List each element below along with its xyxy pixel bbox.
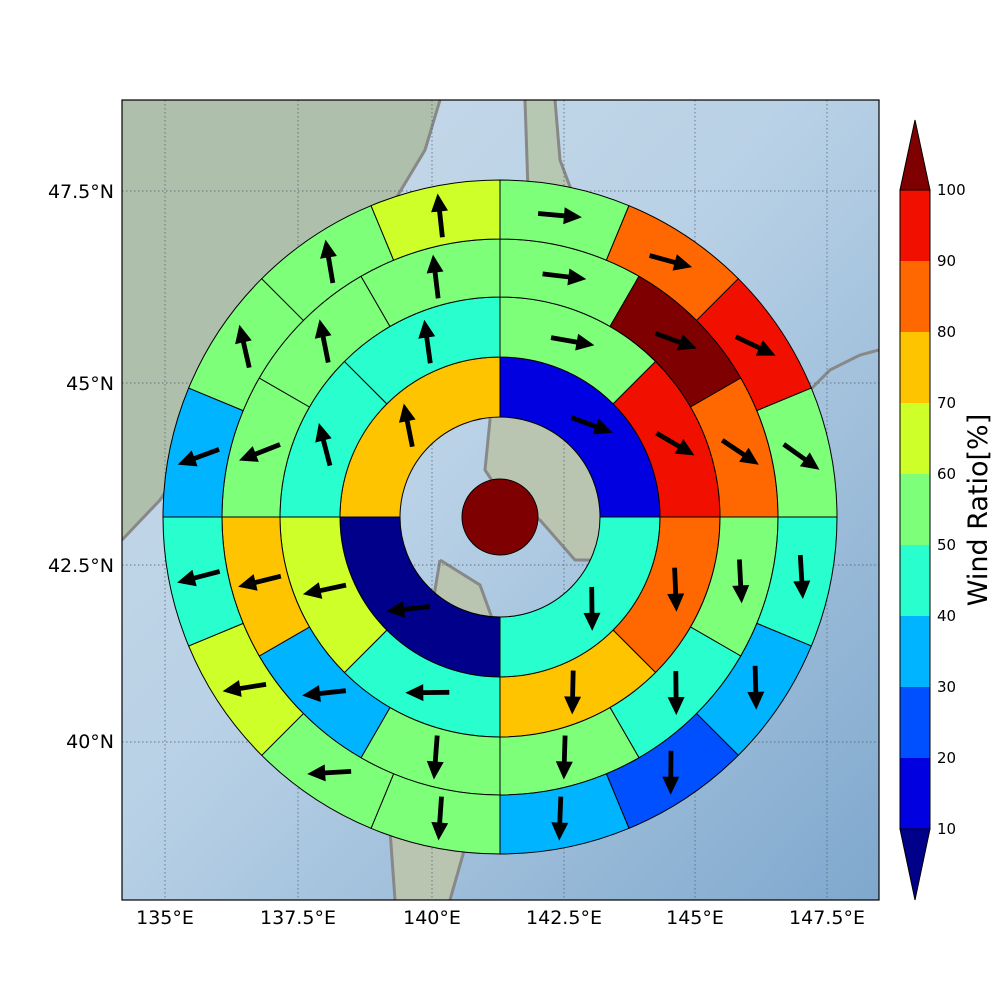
wind-arrow-icon [542,268,587,286]
colorbar-tick-label: 50 [937,536,956,554]
wind-arrow-icon [320,239,337,284]
wind-arrow-icon [793,554,811,599]
wind-arrow-icon [667,567,685,612]
wind-arrow-icon [649,253,693,271]
colorbar [899,119,931,901]
wind-arrow-icon [551,796,569,841]
wind-arrow-icon [386,600,431,618]
colorbar-tick-label: 70 [937,394,956,412]
wind-arrow-icon [655,431,695,456]
wind-arrow-icon [431,193,448,238]
colorbar-segment [900,474,930,545]
wind-arrow-icon [734,334,776,356]
colorbar-frame [899,189,931,830]
colorbar-tick-label: 60 [937,465,956,483]
lat-tick-label: 42.5°N [48,555,114,577]
longitude-axis: 135°E 137.5°E 140°E 142.5°E 145°E 147.5°… [136,907,865,929]
lon-tick-label: 137.5°E [260,907,336,929]
lon-tick-label: 147.5°E [789,907,865,929]
wind-arrow-icon [550,333,595,351]
wind-arrow-icon [235,324,252,369]
colorbar-segment [900,687,930,758]
colorbar-segment [900,545,930,616]
colorbar-label: Wind Ratio[%] [963,414,994,606]
colorbar-segment [900,332,930,403]
center-cell [461,478,539,556]
lon-tick-label: 140°E [403,907,461,929]
wind-arrow-icon [222,680,267,697]
colorbar-ticks: 10 20 30 40 50 60 70 80 90 100 [937,181,966,838]
colorbar-tick-label: 20 [937,749,956,767]
map-area [121,99,880,901]
wind-arrow-icon [570,415,613,435]
wind-arrow-icon [662,750,680,795]
colorbar-segment [900,190,930,261]
wind-arrow-icon [405,684,450,702]
wind-arrow-icon [782,442,820,470]
wind-arrow-icon [564,670,582,715]
wind-arrow-icon [654,331,697,351]
wind-arrow-icon [732,559,750,604]
lat-tick-label: 40°N [66,731,114,753]
wind-arrow-icon [431,796,449,841]
lon-tick-label: 135°E [136,907,194,929]
wind-arrow-icon [747,665,765,710]
wind-arrow-icon [302,685,347,702]
lon-tick-label: 142.5°E [526,907,602,929]
wind-arrow-icon [315,423,333,467]
colorbar-segment [900,261,930,332]
lon-tick-label: 145°E [666,907,724,929]
wind-arrow-icon [426,735,444,780]
colorbar-tick-label: 90 [937,252,956,270]
colorbar-tick-label: 40 [937,607,956,625]
wind-arrow-icon [418,319,436,364]
wind-arrow-icon [426,254,444,299]
colorbar-tick-label: 30 [937,678,956,696]
lat-tick-label: 45°N [66,373,114,395]
wind-arrow-icon [314,319,332,363]
colorbar-under-extension [899,828,931,901]
map-frame [121,99,880,901]
wind-arrow-icon [555,735,573,780]
lat-tick-label: 47.5°N [48,181,114,203]
wind-arrow-icon [307,764,352,782]
colorbar-segment [900,616,930,687]
polar-sectors [162,179,838,855]
wind-arrow-icon [177,569,221,587]
wind-arrow-icon [302,582,347,599]
colorbar-segment [900,758,930,829]
latitude-axis: 40°N 42.5°N 45°N 47.5°N [48,181,114,753]
colorbar-tick-label: 80 [937,323,956,341]
wind-arrow-icon [667,671,685,716]
colorbar-tick-label: 10 [937,820,956,838]
wind-arrow-icon [177,447,220,467]
wind-arrow-icon [537,207,582,225]
wind-arrow-icon [239,442,281,462]
wind-arrow-icon [238,573,282,591]
wind-arrows [177,193,820,841]
wind-arrow-icon [583,586,601,631]
colorbar-tick-label: 100 [937,181,966,199]
sector-cell [370,179,501,261]
wind-arrow-icon [720,438,759,465]
colorbar-over-extension [899,119,931,191]
colorbar-segment [900,403,930,474]
wind-arrow-icon [399,403,416,448]
